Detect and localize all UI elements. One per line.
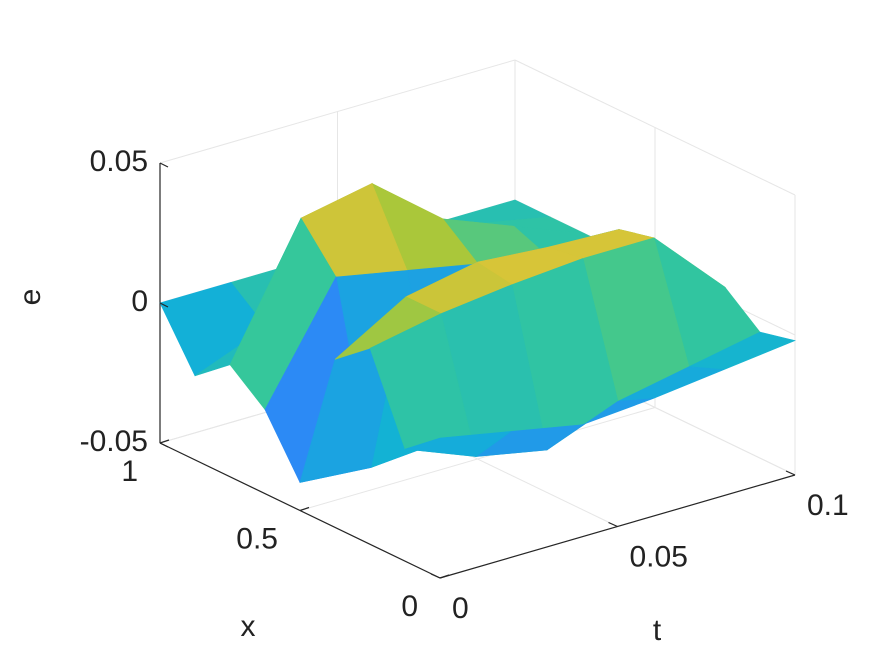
x-tick-label: 1 (121, 455, 138, 488)
e-tick-label: -0.05 (80, 425, 148, 458)
x-axis-label: x (241, 610, 256, 643)
t-tick-label: 0 (452, 592, 469, 625)
t-axis-label: t (653, 614, 662, 647)
x-tick (159, 439, 170, 444)
e-axis-label: e (14, 289, 47, 306)
surface-patch (404, 430, 513, 457)
grid-line (514, 59, 796, 196)
e-tick-label: 0.05 (90, 145, 148, 178)
grid-line (299, 407, 656, 511)
e-tick-label: 0 (131, 285, 148, 318)
x-tick (439, 574, 450, 579)
x-tick (299, 506, 310, 512)
t-tick-label: 0.05 (630, 540, 688, 573)
x-tick-label: 0.5 (236, 522, 278, 555)
t-tick-label: 0.1 (807, 489, 849, 522)
x-tick-label: 0 (401, 590, 418, 623)
t-tick (785, 470, 796, 476)
t-tick (430, 573, 441, 579)
e-tick (159, 442, 169, 448)
t-tick (608, 521, 618, 528)
grid-line (159, 59, 516, 164)
e-tick (159, 302, 169, 308)
e-tick (159, 162, 169, 168)
